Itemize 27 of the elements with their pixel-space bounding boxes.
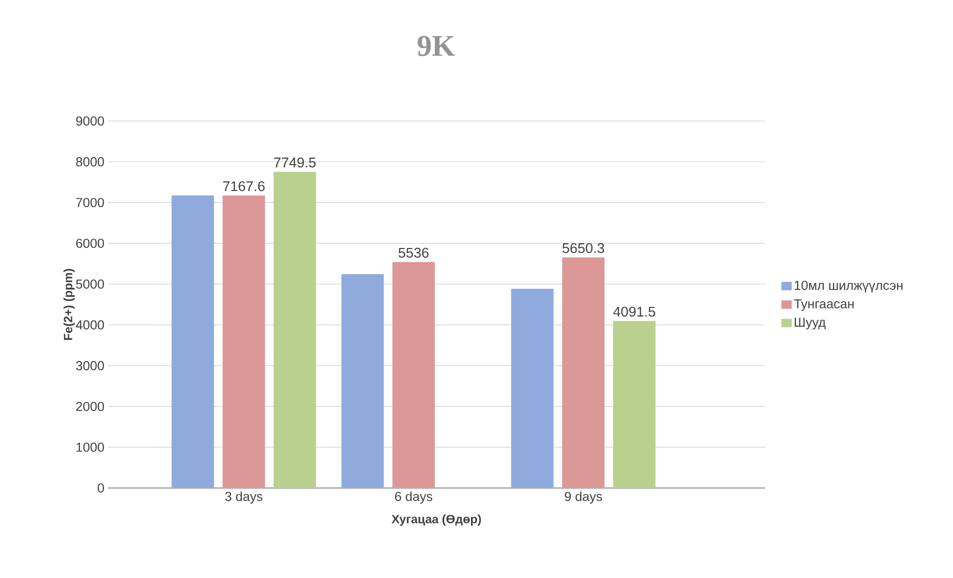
legend-label: Шууд (794, 318, 826, 330)
y-tick-label: 4000 (76, 320, 104, 330)
y-tick-label: 7000 (76, 198, 104, 208)
y-tick-label: 5000 (76, 279, 104, 289)
y-tick-label: 2000 (76, 402, 104, 412)
chart-title: 9K (418, 36, 455, 56)
y-axis-title: Fe(2+) (ppm) (64, 268, 75, 340)
legend-label: Тунгаасан (794, 299, 854, 311)
y-tick-label: 8000 (76, 157, 104, 166)
y-tick-label: 9000 (76, 116, 104, 126)
x-axis-title: Хугацаа (Өдөр) (392, 514, 481, 526)
legend-label: 10мл шилжүүлсэн (794, 280, 902, 293)
bar (222, 196, 266, 488)
data-label: 7167.6 (223, 181, 265, 192)
y-tick-label: 6000 (76, 238, 104, 248)
data-label: 5650.3 (562, 243, 604, 254)
bar (562, 257, 605, 488)
data-label: 7749.5 (274, 158, 316, 168)
x-tick-label: 9 days (564, 492, 602, 504)
y-tick-label: 3000 (76, 361, 104, 370)
x-tick-label: 3 days (225, 492, 262, 504)
y-tick-label: 1000 (76, 442, 104, 452)
data-label: 5536 (398, 248, 429, 258)
bar (392, 262, 435, 488)
data-label: 4091.5 (613, 306, 656, 317)
x-tick-label: 6 days (395, 492, 432, 504)
y-tick-label: 0 (98, 483, 104, 493)
